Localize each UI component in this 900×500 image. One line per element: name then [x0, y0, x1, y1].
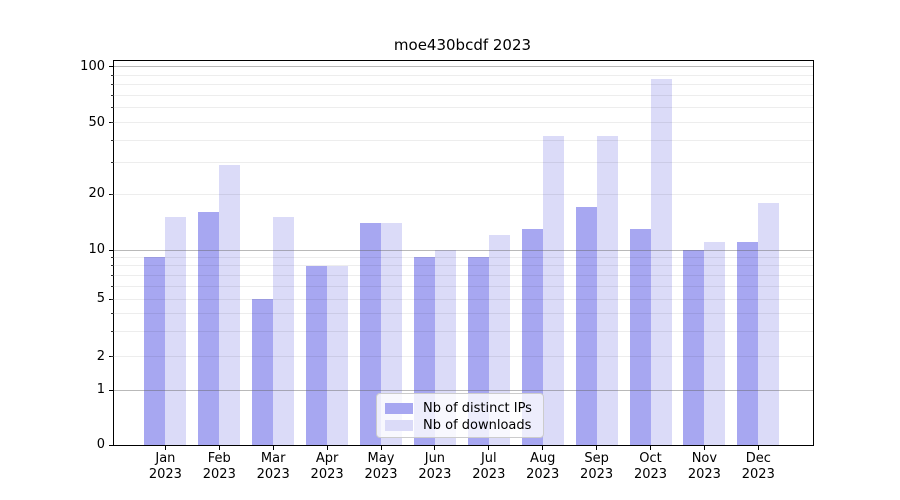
bars-layer [114, 61, 813, 445]
bar-downloads-dec [758, 202, 780, 445]
x-tick-year-label: 2023 [256, 467, 290, 482]
y-tick-label: 5 [96, 291, 105, 307]
x-tick-mark [326, 445, 328, 450]
x-tick-label: Dec 2023 [723, 451, 793, 483]
x-tick-year-label: 2023 [687, 467, 721, 482]
x-tick-label: Jan 2023 [130, 451, 200, 483]
bar-downloads-feb [219, 165, 241, 445]
x-tick-label: Jun 2023 [400, 451, 470, 483]
x-tick-label: Feb 2023 [184, 451, 254, 483]
y-minor-tick-mark [111, 265, 114, 267]
x-tick-year-label: 2023 [580, 467, 614, 482]
y-minor-tick-mark [111, 312, 114, 314]
bar-downloads-oct [650, 78, 672, 445]
bar-downloads-jul [488, 235, 510, 445]
x-tick-label: May 2023 [346, 451, 416, 483]
x-tick-mark [434, 445, 436, 450]
x-tick-year-label: 2023 [418, 467, 452, 482]
x-tick-mark [596, 445, 598, 450]
x-tick-year-label: 2023 [633, 467, 668, 482]
y-minor-tick-mark [111, 84, 114, 86]
bar-ips-feb [198, 212, 220, 445]
bar-downloads-jan [165, 217, 187, 445]
bar-ips-nov [683, 250, 705, 445]
x-tick-mark [542, 445, 544, 450]
x-tick-mark [272, 445, 274, 450]
y-tick-mark [109, 249, 114, 251]
y-minor-tick-mark [111, 139, 114, 141]
x-tick-year-label: 2023 [148, 467, 182, 482]
bar-ips-apr [306, 265, 328, 445]
legend-row: Nb of downloads [385, 417, 543, 434]
y-minor-tick-mark [111, 256, 114, 258]
bar-downloads-aug [542, 136, 564, 445]
y-tick-label: 1 [96, 382, 105, 397]
x-tick-year-label: 2023 [472, 467, 506, 482]
x-tick-label: Oct 2023 [616, 451, 686, 483]
y-minor-tick-mark [111, 330, 114, 332]
plot-area: 0 1 2 5 10 20 50 100 Jan 2023 Feb 2023 Mar 2023 Apr 202… [80, 59, 814, 483]
y-minor-tick-mark [111, 74, 114, 76]
legend-label: Nb of downloads [423, 418, 532, 433]
y-minor-tick-mark [111, 94, 114, 96]
x-tick-label: Aug 2023 [508, 451, 578, 483]
bar-ips-oct [629, 228, 651, 445]
x-tick-label: Nov 2023 [669, 451, 739, 483]
x-tick-label: Jul 2023 [454, 451, 524, 483]
x-tick-mark [757, 445, 759, 450]
bar-ips-dec [737, 242, 759, 445]
y-minor-tick-mark [111, 285, 114, 287]
x-tick-mark [703, 445, 705, 450]
bar-downloads-sep [596, 136, 618, 445]
y-minor-tick-mark [111, 274, 114, 276]
bar-ips-mar [252, 299, 274, 445]
legend-swatch [385, 420, 413, 431]
y-tick-mark [109, 66, 114, 67]
y-tick-label: 10 [88, 242, 105, 257]
y-minor-tick-mark [111, 193, 114, 195]
y-minor-tick-mark [111, 122, 114, 124]
y-minor-tick-mark [111, 162, 114, 164]
bar-downloads-mar [273, 217, 295, 445]
x-tick-mark [650, 445, 651, 450]
x-tick-mark [488, 445, 490, 450]
legend-label: Nb of distinct IPs [423, 401, 532, 416]
x-tick-year-label: 2023 [310, 467, 344, 482]
legend: Nb of distinct IPs Nb of downloads [376, 393, 544, 438]
x-tick-mark [380, 445, 382, 450]
x-tick-mark [218, 445, 220, 450]
x-tick-year-label: 2023 [364, 467, 398, 482]
x-tick-year-label: 2023 [741, 467, 775, 482]
x-tick-label: Mar 2023 [238, 451, 308, 483]
chart-title: moe430bcdf 2023 [393, 36, 532, 54]
x-tick-year-label: 2023 [526, 467, 560, 482]
bar-ips-sep [575, 207, 597, 445]
legend-row: Nb of distinct IPs [385, 400, 543, 417]
y-tick-label: 2 [96, 348, 105, 364]
x-tick-label: Sep 2023 [562, 451, 632, 483]
bar-downloads-apr [327, 265, 349, 445]
bar-ips-aug [521, 228, 543, 445]
y-tick-label: 0 [96, 437, 105, 452]
y-tick-label: 100 [80, 58, 105, 74]
x-tick-mark [164, 445, 166, 450]
bar-ips-may [360, 222, 381, 445]
bar-ips-jan [144, 257, 166, 445]
y-tick-mark [109, 389, 114, 391]
y-tick-label: 20 [88, 186, 105, 202]
y-minor-tick-mark [111, 107, 114, 109]
y-tick-label: 50 [88, 114, 105, 130]
axis-ticks-layer: 0 1 2 5 10 20 50 100 Jan 2023 Feb 2023 Mar 2023 Apr 202… [80, 59, 813, 483]
y-minor-tick-mark [111, 298, 114, 300]
legend-swatch [385, 403, 413, 414]
bar-downloads-nov [704, 242, 726, 445]
y-tick-mark [109, 444, 114, 446]
bar-downloads-may [381, 222, 402, 445]
y-minor-tick-mark [111, 356, 114, 358]
x-tick-label: Apr 2023 [292, 451, 362, 483]
x-tick-year-label: 2023 [202, 467, 236, 482]
